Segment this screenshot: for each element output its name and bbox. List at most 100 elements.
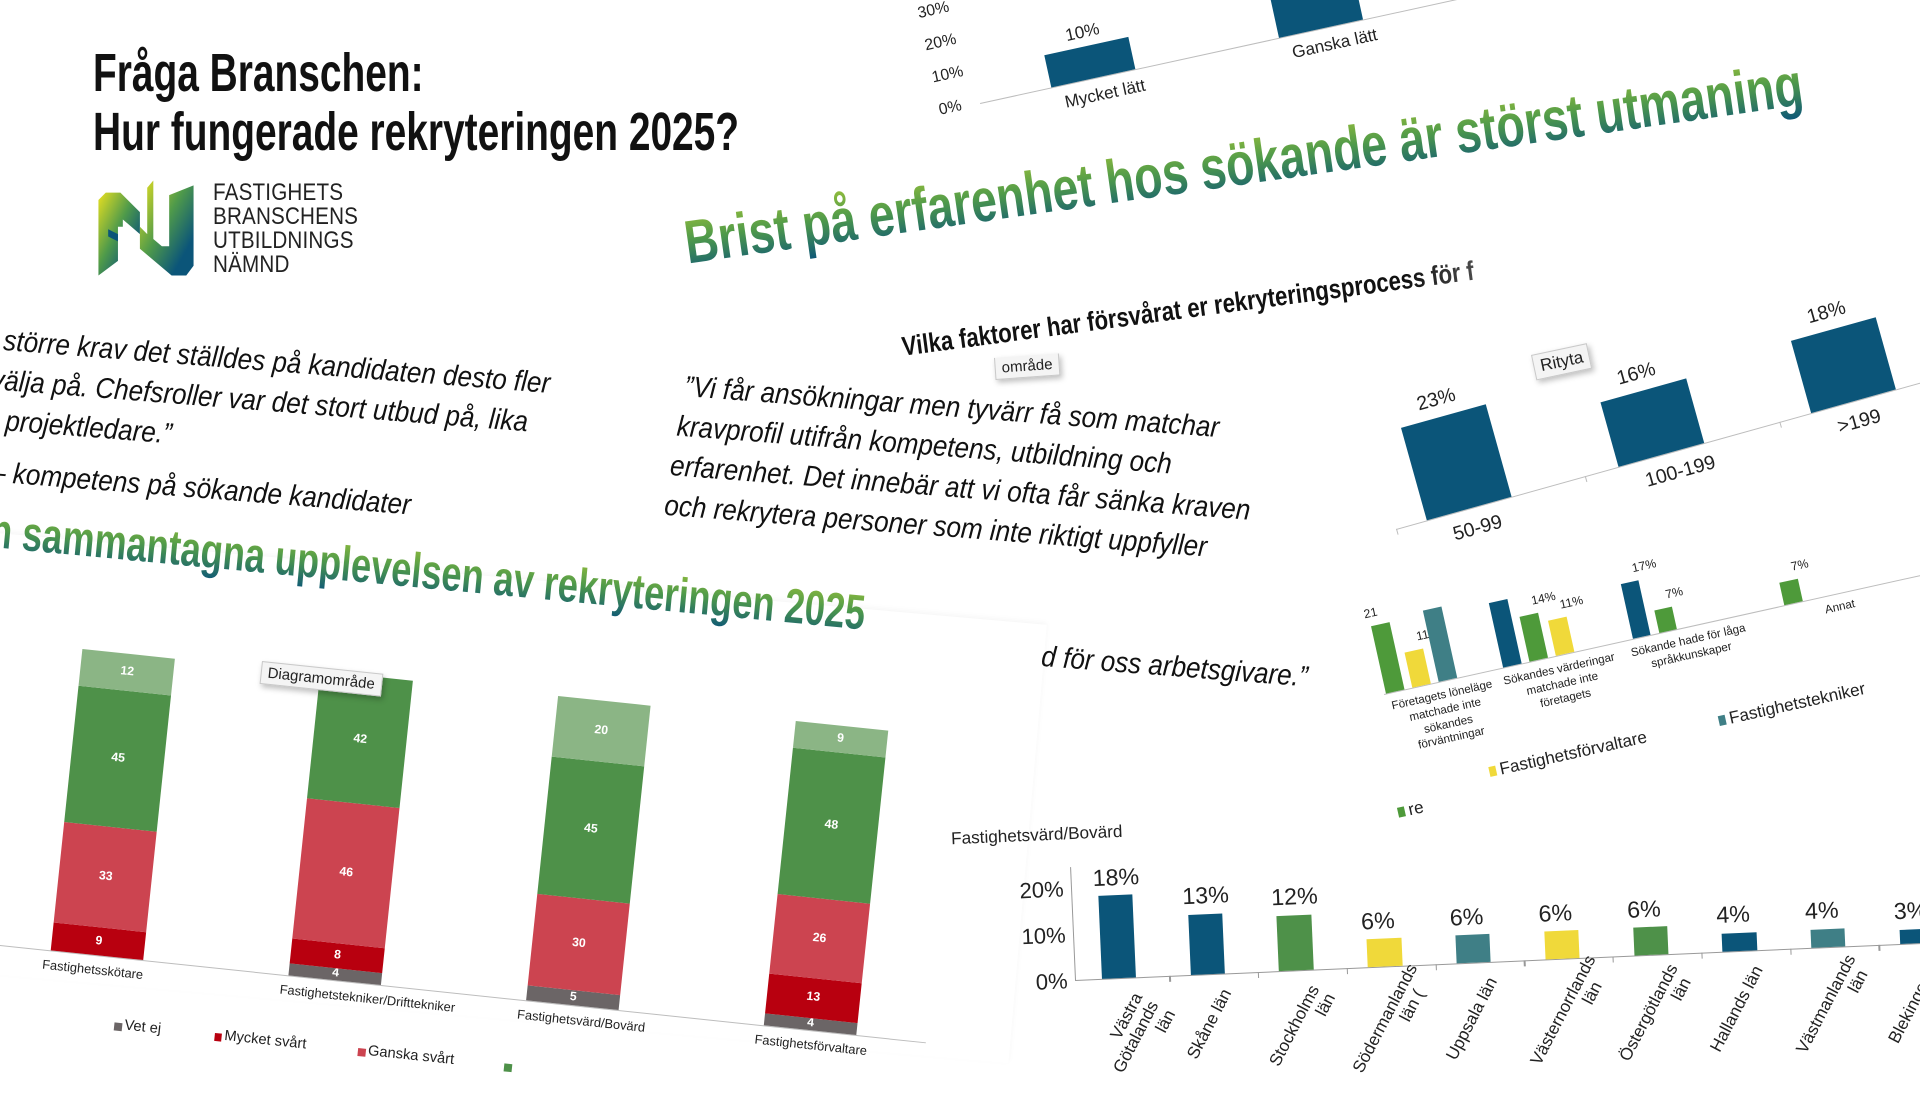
bar-segment: 45 xyxy=(537,756,645,904)
chart-area-tooltip-partial: område xyxy=(994,353,1061,380)
bar-segment: 33 xyxy=(54,822,158,933)
data-label: 14% xyxy=(1529,588,1557,608)
factors-question: Vilka faktorer har försvårat er rekryter… xyxy=(900,255,1476,362)
axis-tick xyxy=(1779,421,1783,428)
logo-wordmark: FASTIGHETS BRANSCHENS UTBILDNINGS NÄMND xyxy=(213,181,358,277)
bar xyxy=(1632,926,1669,956)
logo-line: NÄMND xyxy=(213,251,290,278)
segment-label: 45 xyxy=(583,820,599,837)
bar xyxy=(1899,928,1920,944)
quote-middle-end: d för oss arbetsgivare.” xyxy=(1040,640,1309,694)
axis-tick xyxy=(1878,944,1881,952)
data-label: 3% xyxy=(1893,897,1920,925)
bar-segment: 45 xyxy=(64,685,172,833)
data-label: 18% xyxy=(1092,862,1140,891)
logo-line: UTBILDNINGS xyxy=(213,227,354,254)
axis-tick xyxy=(1396,528,1399,535)
bar xyxy=(1489,598,1522,668)
bar xyxy=(1519,612,1548,662)
bar xyxy=(1400,404,1512,521)
category-label: Västmanlands län xyxy=(1791,951,1873,1057)
legend-label: Mycket svårt xyxy=(223,1027,308,1053)
data-label: 6% xyxy=(1449,902,1484,931)
data-label: 6% xyxy=(1360,906,1396,935)
data-label: 17% xyxy=(1630,556,1658,576)
legend-swatch xyxy=(213,1032,223,1043)
plot-area-tooltip: Rityta xyxy=(1531,343,1593,381)
segment-label: 48 xyxy=(823,816,839,833)
quote-middle: ”Vi får ansökningar men tyvärr få som ma… xyxy=(663,367,1258,571)
category-label: >199 xyxy=(1835,404,1884,438)
bar xyxy=(1098,894,1137,979)
bar xyxy=(1404,648,1431,688)
data-label: 4% xyxy=(1715,900,1751,928)
category-label: Södermanlands län ( xyxy=(1348,960,1429,1077)
y-tick-label: 0% xyxy=(1035,968,1069,995)
logo-line: BRANSCHENS xyxy=(213,203,359,230)
category-label: 50-99 xyxy=(1450,510,1505,546)
legend-swatch xyxy=(503,1063,512,1073)
category-label: Stockholms län xyxy=(1264,981,1340,1070)
quote-left: större krav det ställdes på kandidaten d… xyxy=(0,321,552,535)
x-axis xyxy=(1384,574,1920,695)
segment-label: 45 xyxy=(110,749,126,765)
bar xyxy=(1455,934,1491,964)
bar xyxy=(1790,317,1897,414)
bar-segment: 46 xyxy=(292,798,400,949)
y-tick-label: 10% xyxy=(1021,922,1067,950)
segment-label: 20 xyxy=(593,721,609,738)
axis-tick xyxy=(1346,968,1349,975)
category-label: Skåne län xyxy=(1181,985,1235,1063)
y-tick-label: 10% xyxy=(930,63,965,87)
bar xyxy=(1423,606,1457,682)
data-label: 11% xyxy=(1558,592,1585,612)
data-label: 16% xyxy=(1614,357,1658,390)
legend-label: re xyxy=(1406,796,1426,819)
category-label: Östergötlands län xyxy=(1614,960,1695,1065)
bar xyxy=(1371,621,1405,694)
data-label: 4% xyxy=(1804,896,1840,924)
axis-tick xyxy=(1701,952,1703,959)
logo-line: FASTIGHETS xyxy=(213,179,344,206)
segment-label: 9 xyxy=(94,932,104,948)
category-label: Västernorrlands län xyxy=(1525,951,1606,1069)
data-label: 12% xyxy=(1270,882,1319,911)
bar-segment: 20 xyxy=(551,695,651,767)
data-label: 6% xyxy=(1626,895,1662,923)
y-axis xyxy=(1070,867,1077,980)
axis-tick xyxy=(1435,964,1437,971)
bar-segment: 26 xyxy=(768,894,870,984)
legend-swatch xyxy=(114,1022,123,1032)
axis-tick xyxy=(1584,475,1588,483)
segment-label: 26 xyxy=(812,929,828,945)
category-label: Västra Götalands län xyxy=(1105,989,1179,1077)
y-tick-label: 30% xyxy=(916,0,951,23)
data-label: 21 xyxy=(1362,604,1379,622)
data-label: 10% xyxy=(1063,18,1102,46)
segment-label: 12 xyxy=(119,662,135,679)
legend-swatch xyxy=(1488,765,1498,778)
axis-tick xyxy=(1523,960,1526,967)
axis-tick xyxy=(1169,975,1171,982)
title-line-1: Fråga Branschen: xyxy=(93,43,424,103)
data-label: 7% xyxy=(1664,584,1685,602)
data-label: 6% xyxy=(1537,898,1573,927)
bar xyxy=(1620,580,1651,639)
axis-tick xyxy=(1790,948,1792,955)
bar xyxy=(1779,578,1803,606)
category-label: Uppsala län xyxy=(1441,973,1501,1064)
data-label: 7% xyxy=(1789,556,1810,574)
segment-label: 13 xyxy=(805,988,821,1005)
data-label: 23% xyxy=(1414,383,1458,416)
bar xyxy=(1810,928,1846,948)
legend-swatch xyxy=(357,1047,366,1058)
bar xyxy=(1600,378,1704,467)
legend-swatch xyxy=(1396,806,1406,818)
segment-label: 9 xyxy=(836,730,845,746)
category-label: Företag pass xyxy=(1907,560,1920,600)
segment-label: 30 xyxy=(571,935,587,951)
legend-swatch xyxy=(1717,715,1727,727)
y-tick-label: 20% xyxy=(923,30,958,55)
data-label: 13% xyxy=(1181,881,1230,910)
